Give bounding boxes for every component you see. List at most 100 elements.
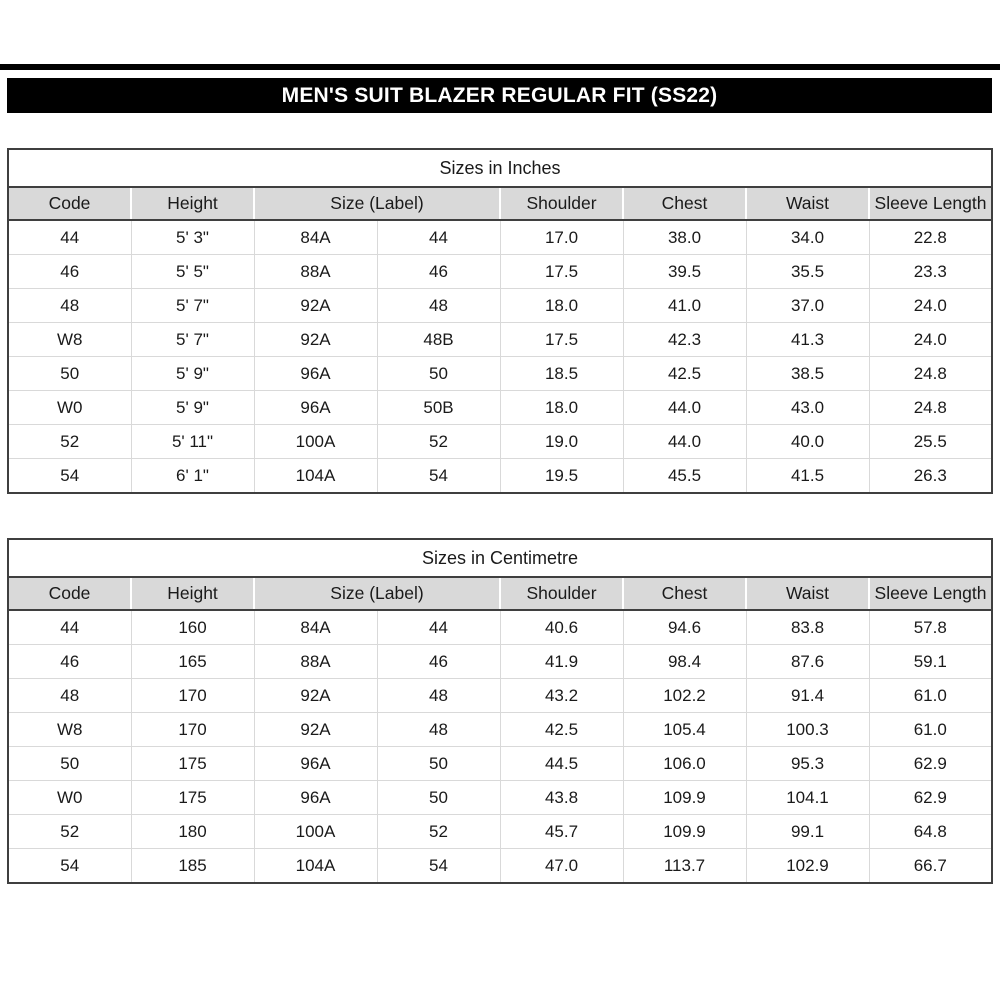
cell: 83.8 bbox=[745, 609, 870, 645]
column-header-sleeve-length: Sleeve Length bbox=[868, 187, 992, 221]
cell: 44 bbox=[376, 609, 501, 645]
cell: 62.9 bbox=[868, 780, 993, 815]
cell: 38.0 bbox=[622, 219, 747, 255]
cell: 52 bbox=[376, 424, 501, 459]
cell: 46 bbox=[7, 254, 132, 289]
cell: 24.0 bbox=[868, 288, 993, 323]
cell: 96A bbox=[253, 746, 378, 781]
cell: 41.0 bbox=[622, 288, 747, 323]
cell: 91.4 bbox=[745, 678, 870, 713]
cell: 24.8 bbox=[868, 390, 993, 425]
cell: 102.9 bbox=[745, 848, 870, 884]
cell: 99.1 bbox=[745, 814, 870, 849]
cell: 104A bbox=[253, 848, 378, 884]
cell: 34.0 bbox=[745, 219, 870, 255]
column-header-chest: Chest bbox=[622, 187, 746, 221]
cell: 41.5 bbox=[745, 458, 870, 494]
column-header-code: Code bbox=[8, 577, 131, 611]
cell: 54 bbox=[376, 458, 501, 494]
column-header-height: Height bbox=[130, 187, 254, 221]
cell: 39.5 bbox=[622, 254, 747, 289]
table-row: 44 160 84A 44 40.6 94.6 83.8 57.8 bbox=[7, 609, 993, 645]
cell: 59.1 bbox=[868, 644, 993, 679]
cell: 54 bbox=[7, 458, 132, 494]
cell: 170 bbox=[130, 678, 255, 713]
cell: 57.8 bbox=[868, 609, 993, 645]
cell: 100.3 bbox=[745, 712, 870, 747]
column-header-waist: Waist bbox=[745, 187, 869, 221]
cell: 98.4 bbox=[622, 644, 747, 679]
cell: 113.7 bbox=[622, 848, 747, 884]
cell: 46 bbox=[376, 644, 501, 679]
cell: 25.5 bbox=[868, 424, 993, 459]
cell: 102.2 bbox=[622, 678, 747, 713]
cell: 100A bbox=[253, 814, 378, 849]
cell: 43.2 bbox=[499, 678, 624, 713]
column-header-size-label: Size (Label) bbox=[253, 577, 500, 611]
column-header-shoulder: Shoulder bbox=[499, 577, 623, 611]
cell: 52 bbox=[7, 424, 132, 459]
cell: 92A bbox=[253, 712, 378, 747]
cell: 5' 9" bbox=[130, 356, 255, 391]
cell: 5' 5" bbox=[130, 254, 255, 289]
cell: 48B bbox=[376, 322, 501, 357]
cell: 96A bbox=[253, 356, 378, 391]
cell: 92A bbox=[253, 678, 378, 713]
column-header-height: Height bbox=[130, 577, 254, 611]
cell: 50 bbox=[376, 356, 501, 391]
cell: 17.5 bbox=[499, 322, 624, 357]
cell: 40.0 bbox=[745, 424, 870, 459]
cell: 42.5 bbox=[622, 356, 747, 391]
sizes-in-inches-table: Sizes in Inches Code Height Size (Label) Sho… bbox=[7, 148, 993, 494]
cell: 44 bbox=[7, 219, 132, 255]
cell: 47.0 bbox=[499, 848, 624, 884]
cell: 105.4 bbox=[622, 712, 747, 747]
page-title: MEN'S SUIT BLAZER REGULAR FIT (SS22) bbox=[281, 83, 718, 107]
cell: 44.0 bbox=[622, 390, 747, 425]
cell: 185 bbox=[130, 848, 255, 884]
cell: 62.9 bbox=[868, 746, 993, 781]
cell: 5' 7" bbox=[130, 288, 255, 323]
cell: 95.3 bbox=[745, 746, 870, 781]
cell: 48 bbox=[376, 288, 501, 323]
cell: 43.0 bbox=[745, 390, 870, 425]
table-row: W0 5' 9" 96A 50B 18.0 44.0 43.0 24.8 bbox=[7, 390, 993, 425]
cell: 50 bbox=[376, 780, 501, 815]
cell: 48 bbox=[7, 678, 132, 713]
cell: 48 bbox=[7, 288, 132, 323]
cell: 5' 9" bbox=[130, 390, 255, 425]
cell: 26.3 bbox=[868, 458, 993, 494]
cell: 170 bbox=[130, 712, 255, 747]
cell: 92A bbox=[253, 288, 378, 323]
column-header-shoulder: Shoulder bbox=[499, 187, 623, 221]
column-header-waist: Waist bbox=[745, 577, 869, 611]
table-row: W0 175 96A 50 43.8 109.9 104.1 62.9 bbox=[7, 780, 993, 815]
cell: 92A bbox=[253, 322, 378, 357]
cell: 22.8 bbox=[868, 219, 993, 255]
cell: 48 bbox=[376, 712, 501, 747]
table-row: 46 5' 5" 88A 46 17.5 39.5 35.5 23.3 bbox=[7, 254, 993, 289]
cell: 19.5 bbox=[499, 458, 624, 494]
cell: 23.3 bbox=[868, 254, 993, 289]
cell: 18.0 bbox=[499, 390, 624, 425]
cell: 5' 3" bbox=[130, 219, 255, 255]
cell: 41.9 bbox=[499, 644, 624, 679]
cell: 19.0 bbox=[499, 424, 624, 459]
sizes-in-centimetre-table: Sizes in Centimetre Code Height Size (Label… bbox=[7, 538, 993, 884]
cell: 165 bbox=[130, 644, 255, 679]
cell: 24.0 bbox=[868, 322, 993, 357]
cell: 109.9 bbox=[622, 814, 747, 849]
cell: 50 bbox=[7, 356, 132, 391]
cell: 52 bbox=[376, 814, 501, 849]
cell: 54 bbox=[7, 848, 132, 884]
column-header-sleeve-length: Sleeve Length bbox=[868, 577, 992, 611]
cell: 42.3 bbox=[622, 322, 747, 357]
cell: W8 bbox=[7, 712, 132, 747]
cell: 42.5 bbox=[499, 712, 624, 747]
cell: 44.5 bbox=[499, 746, 624, 781]
cell: 5' 11" bbox=[130, 424, 255, 459]
cell: 44 bbox=[376, 219, 501, 255]
column-header-size-label: Size (Label) bbox=[253, 187, 500, 221]
table-row: 46 165 88A 46 41.9 98.4 87.6 59.1 bbox=[7, 644, 993, 679]
cell: 43.8 bbox=[499, 780, 624, 815]
